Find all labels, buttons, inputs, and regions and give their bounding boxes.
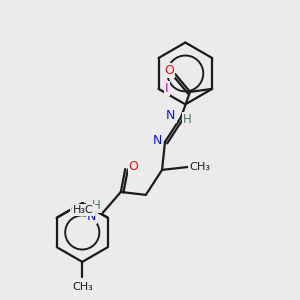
Text: I: I [165, 82, 169, 95]
Text: N: N [153, 134, 162, 147]
Text: H: H [183, 113, 191, 126]
Text: H: H [92, 199, 101, 212]
Text: O: O [164, 64, 174, 77]
Text: N: N [166, 109, 176, 122]
Text: H₃C: H₃C [73, 205, 94, 215]
Text: CH₃: CH₃ [72, 282, 93, 292]
Text: O: O [129, 160, 138, 172]
Text: N: N [87, 211, 96, 224]
Text: CH₃: CH₃ [71, 205, 92, 215]
Text: CH₃: CH₃ [189, 162, 210, 172]
